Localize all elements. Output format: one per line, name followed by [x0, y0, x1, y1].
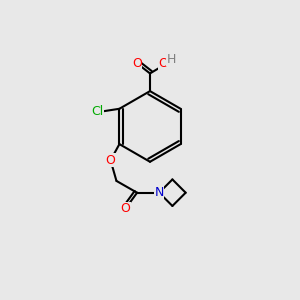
Text: O: O [132, 57, 142, 70]
Text: O: O [120, 202, 130, 215]
Text: O: O [158, 57, 168, 70]
Text: Cl: Cl [91, 105, 104, 118]
Text: N: N [154, 186, 164, 199]
Text: H: H [167, 53, 176, 66]
Text: O: O [106, 154, 116, 167]
